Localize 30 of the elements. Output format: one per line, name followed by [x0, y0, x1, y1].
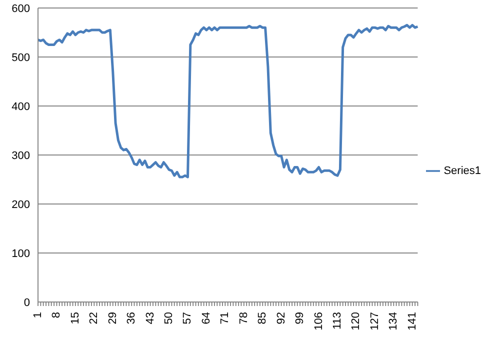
x-tick-label: 141	[406, 312, 418, 330]
x-tick-label: 1	[32, 312, 44, 318]
y-tick-label: 400	[12, 100, 30, 113]
y-tick-label: 0	[24, 296, 30, 309]
x-tick-label: 50	[163, 312, 176, 324]
legend-label: Series1	[444, 164, 481, 177]
x-tick-label: 78	[238, 312, 250, 324]
x-tick-label: 43	[144, 312, 156, 324]
x-tick-label: 99	[294, 312, 306, 324]
x-tick-label: 36	[126, 312, 138, 324]
x-tick-label: 120	[350, 312, 362, 330]
x-tick-label: 71	[219, 312, 232, 324]
x-tick-label: 8	[50, 312, 63, 318]
x-tick-label: 64	[200, 312, 212, 324]
y-tick-label: 600	[12, 2, 30, 15]
x-tick-label: 92	[275, 312, 288, 324]
y-tick-label: 300	[12, 150, 30, 162]
x-tick-label: 29	[106, 312, 119, 324]
y-tick-label: 100	[12, 248, 30, 260]
x-tick-label: 113	[331, 312, 344, 330]
x-tick-label: 106	[312, 312, 325, 330]
x-tick-label: 127	[368, 312, 381, 330]
x-tick-label: 22	[88, 312, 100, 324]
x-tick-label: 85	[256, 312, 269, 324]
x-tick-label: 15	[69, 312, 82, 324]
y-tick-label: 200	[12, 198, 30, 211]
x-tick-label: 57	[182, 312, 194, 324]
x-tick-label: 134	[388, 312, 400, 330]
line-series	[36, 24, 419, 178]
y-tick-label: 500	[12, 52, 30, 64]
